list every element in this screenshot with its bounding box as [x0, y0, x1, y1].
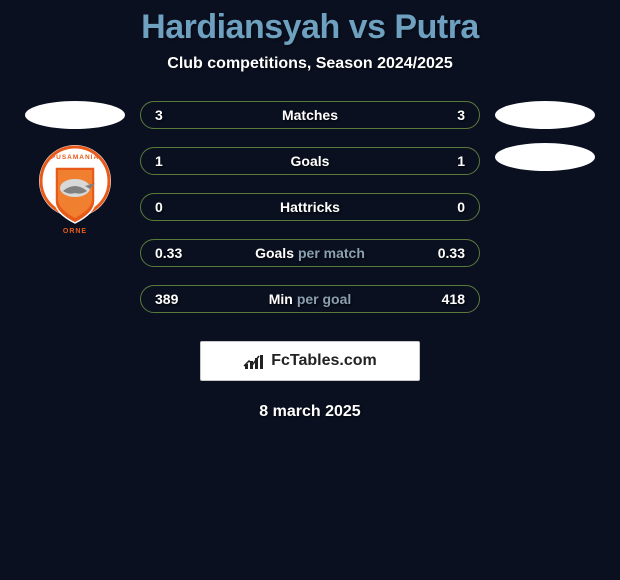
stats-column: 3 Matches 3 1 Goals 1 0 Hattricks 0 0.33…: [140, 101, 480, 313]
stat-row-goals: 1 Goals 1: [140, 147, 480, 175]
stat-label: Matches: [141, 107, 479, 123]
stat-row-goals-per-match: 0.33 Goalsper match 0.33: [140, 239, 480, 267]
left-player-avatar-placeholder: [25, 101, 125, 129]
right-club-badge-placeholder: [495, 143, 595, 171]
stat-label: Minper goal: [141, 291, 479, 307]
subtitle: Club competitions, Season 2024/2025: [0, 55, 620, 73]
stat-left-value: 1: [155, 153, 163, 169]
stat-right-value: 3: [457, 107, 465, 123]
right-player-column: [480, 101, 600, 171]
page-title: Hardiansyah vs Putra: [0, 8, 620, 47]
svg-text:PUSAMANIA: PUSAMANIA: [51, 154, 99, 161]
stat-right-value: 418: [442, 291, 465, 307]
stat-label: Goalsper match: [141, 245, 479, 261]
svg-text:ORNE: ORNE: [63, 228, 87, 235]
stat-right-value: 1: [457, 153, 465, 169]
stat-right-value: 0.33: [438, 245, 465, 261]
left-club-badge: PUSAMANIA ORNE: [25, 143, 125, 238]
comparison-area: PUSAMANIA ORNE 3 Matches 3 1 Goals 1: [0, 101, 620, 313]
stat-label: Hattricks: [141, 199, 479, 215]
stat-row-hattricks: 0 Hattricks 0: [140, 193, 480, 221]
right-player-avatar-placeholder: [495, 101, 595, 129]
fctables-logo-box[interactable]: FcTables.com: [200, 341, 420, 381]
stat-left-value: 0.33: [155, 245, 182, 261]
stat-left-value: 3: [155, 107, 163, 123]
left-player-column: PUSAMANIA ORNE: [20, 101, 140, 238]
date-text: 8 march 2025: [0, 403, 620, 421]
stat-left-value: 0: [155, 199, 163, 215]
stat-row-matches: 3 Matches 3: [140, 101, 480, 129]
fctables-logo-text: FcTables.com: [271, 352, 377, 370]
stat-right-value: 0: [457, 199, 465, 215]
stat-row-min-per-goal: 389 Minper goal 418: [140, 285, 480, 313]
stat-left-value: 389: [155, 291, 178, 307]
bar-chart-icon: [243, 352, 265, 370]
stat-label: Goals: [141, 153, 479, 169]
